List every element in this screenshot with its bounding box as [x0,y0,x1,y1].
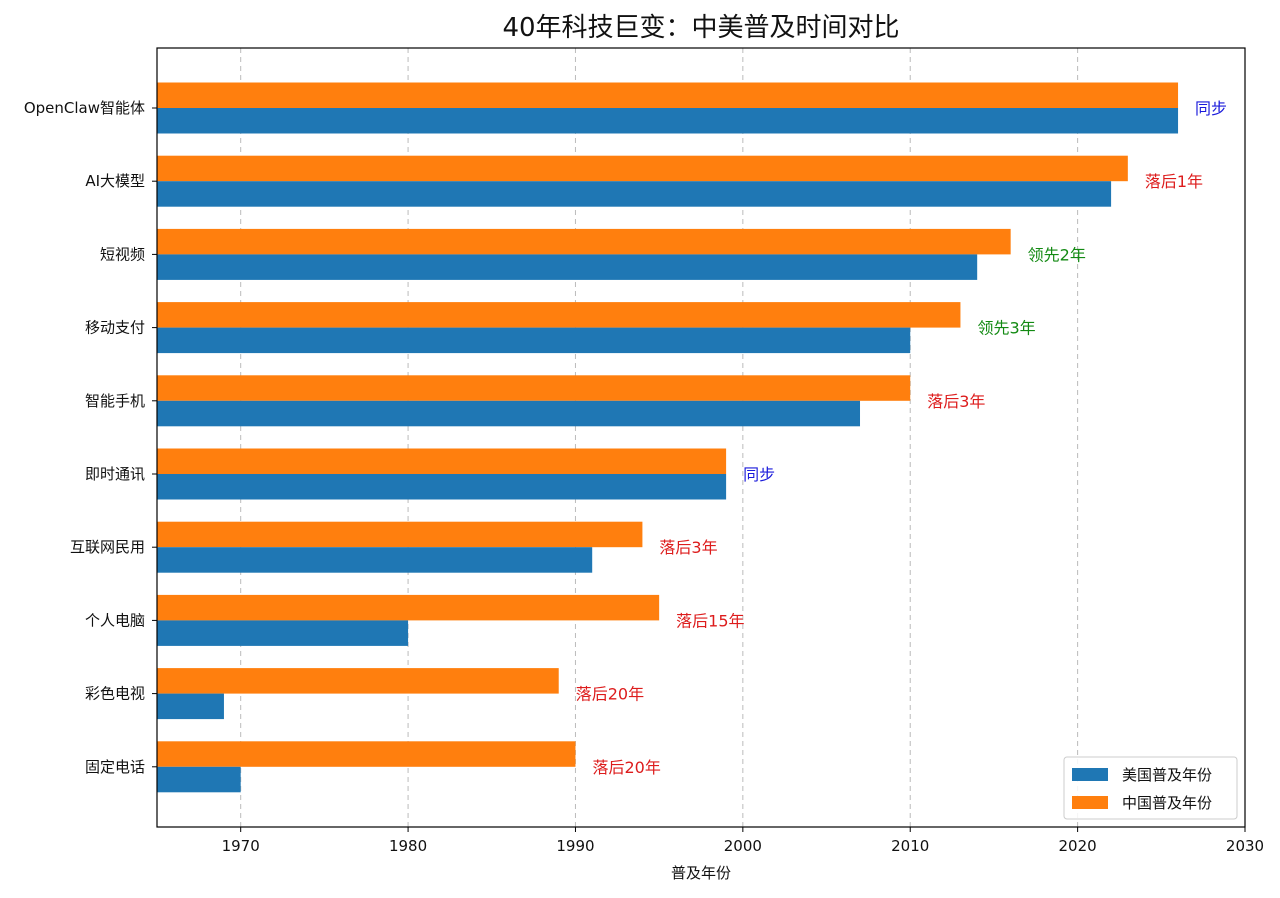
bar-annotation: 落后20年 [576,685,644,704]
bar-annotation: 领先2年 [1028,245,1086,264]
bar-annotation: 落后15年 [676,611,744,630]
legend-label-cn: 中国普及年份 [1122,794,1212,812]
y-tick-label: OpenClaw智能体 [24,99,145,117]
legend-swatch-us [1072,768,1108,781]
bar-annotation: 落后3年 [659,538,717,557]
x-tick-label: 2020 [1059,837,1097,855]
bar-us [157,474,727,500]
bar-china [157,375,911,401]
x-tick-label: 2010 [891,837,929,855]
x-tick-label: 1980 [389,837,427,855]
bar-us [157,693,224,720]
y-tick-label: 互联网民用 [70,538,145,556]
bar-us [157,181,1112,207]
x-axis-label: 普及年份 [671,864,731,882]
bar-us [157,766,241,793]
bar-china [157,302,961,328]
x-tick-label: 1970 [222,837,260,855]
bar-annotation: 落后1年 [1145,172,1203,191]
bar-china [157,741,576,767]
y-tick-label: 彩色电视 [85,685,145,703]
legend: 美国普及年份 中国普及年份 [1063,756,1238,820]
bar-annotation: 领先3年 [977,319,1035,338]
chart-title: 40年科技巨变：中美普及时间对比 [502,13,899,43]
bar-china [157,228,1011,255]
bar-china [157,594,660,621]
bar-annotation: 落后20年 [592,758,660,777]
bar-annotation: 落后3年 [927,392,985,411]
bar-annotation: 同步 [743,465,775,484]
bar-china [157,82,1179,108]
plot-frame [156,47,1246,828]
x-tick-label: 1990 [556,837,594,855]
bar-us [157,400,861,427]
bar-us [157,254,978,280]
bar-china [157,668,559,694]
y-tick-label: 固定电话 [85,758,145,776]
y-tick-label: 短视频 [100,245,145,263]
x-tick-label: 2030 [1226,837,1264,855]
bar-us [157,327,911,354]
legend-swatch-cn [1072,796,1108,809]
x-tick-label: 2000 [724,837,762,855]
bar-us [157,620,409,646]
bar-china [157,448,727,474]
y-tick-label: AI大模型 [85,172,145,190]
bar-china [157,155,1128,182]
y-tick-label: 即时通讯 [85,465,145,483]
bar-us [157,108,1179,134]
y-tick-label: 智能手机 [85,392,145,410]
bar-china [157,521,643,548]
bar-annotation: 同步 [1195,99,1227,118]
legend-label-us: 美国普及年份 [1122,766,1212,784]
bar-us [157,547,593,573]
y-tick-label: 移动支付 [85,319,145,337]
y-tick-label: 个人电脑 [85,611,145,629]
